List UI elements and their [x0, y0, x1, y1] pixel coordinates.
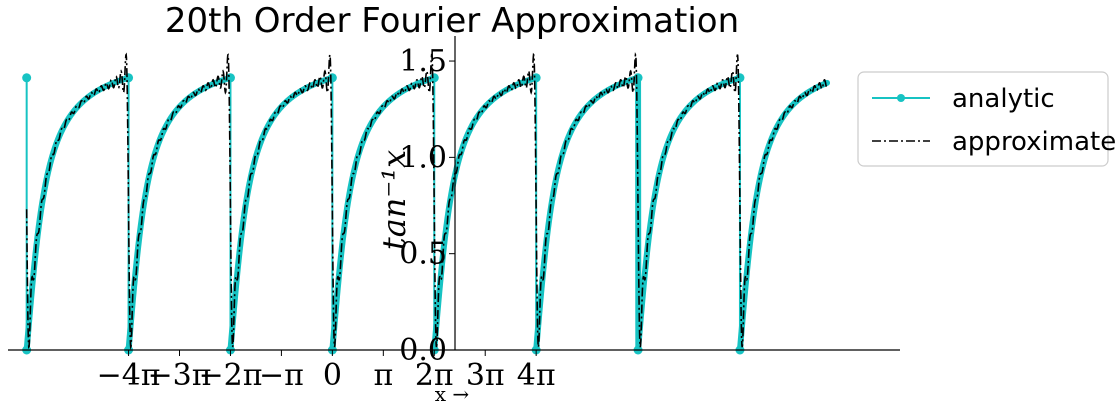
legend-analytic-marker [897, 94, 905, 102]
x-tick-label: π [373, 358, 393, 393]
x-tick-label: −4π [97, 358, 161, 393]
y-tick-label: 0.5 [399, 237, 447, 272]
x-tick-label: 3π [466, 358, 505, 393]
analytic-segment [635, 74, 743, 348]
series-approximate [25, 52, 828, 350]
analytic-segment [227, 74, 336, 353]
x-tick-label: −3π [148, 358, 212, 393]
y-ticks: 0.0 0.5 1.0 1.5 [399, 44, 455, 368]
legend-analytic-label: analytic [952, 84, 1055, 114]
chart-title: 20th Order Fourier Approximation [165, 1, 739, 41]
x-axis-label: x → [435, 382, 470, 406]
series-analytic [22, 73, 831, 355]
y-tick-label: 0.0 [399, 333, 447, 368]
x-ticks: −4π−3π−2π−π 0 π 2π 3π 4π [97, 350, 556, 393]
x-tick-label: −π [259, 358, 304, 393]
approximate-line [25, 52, 828, 350]
analytic-marker [22, 73, 32, 83]
x-tick-label: 2π [415, 358, 454, 393]
x-tick-label: −2π [198, 358, 262, 393]
analytic-segment [431, 74, 540, 353]
legend-box [857, 71, 1109, 167]
y-tick-label: 1.0 [399, 140, 447, 175]
x-tick-label: 0 [323, 358, 342, 393]
analytic-segment [23, 74, 132, 353]
analytic-marker [531, 73, 541, 83]
analytic-segment [533, 74, 642, 353]
y-tick-label: 1.5 [399, 44, 447, 79]
y-axis-label: tan⁻¹x [375, 150, 413, 250]
legend: analytic approximate [857, 71, 1115, 167]
analytic-segment [125, 74, 234, 353]
x-tick-label: 4π [517, 358, 556, 393]
legend-approximate-label: approximate [952, 127, 1115, 157]
